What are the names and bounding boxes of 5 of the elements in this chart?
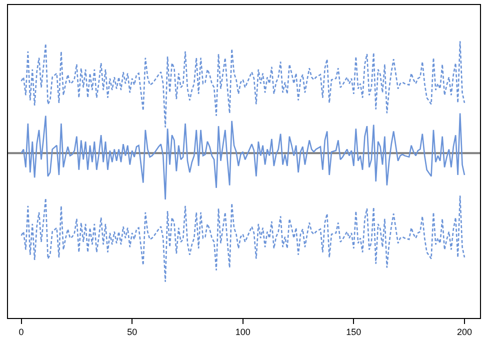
- x-tick-label: 150: [346, 326, 362, 337]
- x-tick-label: 100: [235, 326, 250, 337]
- x-tick-label: 0: [18, 326, 24, 337]
- x-tick-label: 50: [127, 326, 138, 337]
- x-tick-label: 200: [456, 326, 472, 337]
